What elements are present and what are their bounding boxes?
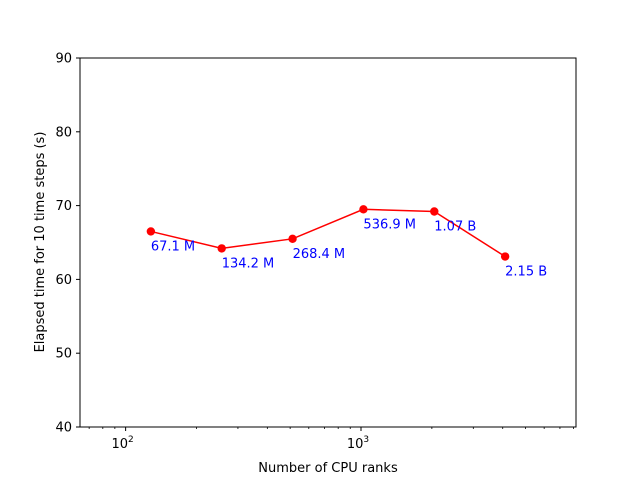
data-labels: 67.1 M 134.2 M 268.4 M 536.9 M 1.07 B 2.15 B (151, 217, 547, 279)
y-tick-label: 90 (55, 52, 72, 67)
data-label: 268.4 M (293, 247, 346, 262)
data-label: 1.07 B (434, 220, 476, 235)
plot-frame (79, 57, 577, 428)
data-point (430, 207, 439, 216)
plot-area (80, 58, 576, 427)
data-label: 67.1 M (151, 239, 195, 254)
series (146, 205, 510, 261)
data-point (146, 227, 156, 236)
data-label: 2.15 B (505, 265, 547, 280)
data-point (217, 244, 226, 253)
x-tick-label: 103 (347, 435, 369, 452)
data-label: 536.9 M (363, 217, 416, 232)
y-tick-label: 70 (55, 199, 72, 214)
data-point (288, 234, 297, 244)
series-line (150, 208, 506, 258)
x-axis-label: Number of CPU ranks (258, 461, 398, 476)
y-tick-label: 40 (55, 421, 72, 436)
y-axis-label: Elapsed time for 10 time steps (s) (33, 132, 48, 353)
data-point (500, 252, 510, 261)
y-tick-label: 80 (55, 125, 72, 140)
data-label: 134.2 M (222, 256, 275, 271)
y-tick-label: 60 (55, 273, 72, 288)
data-point (359, 205, 368, 214)
x-tick-label: 102 (111, 435, 133, 452)
y-tick-label: 50 (55, 347, 72, 362)
